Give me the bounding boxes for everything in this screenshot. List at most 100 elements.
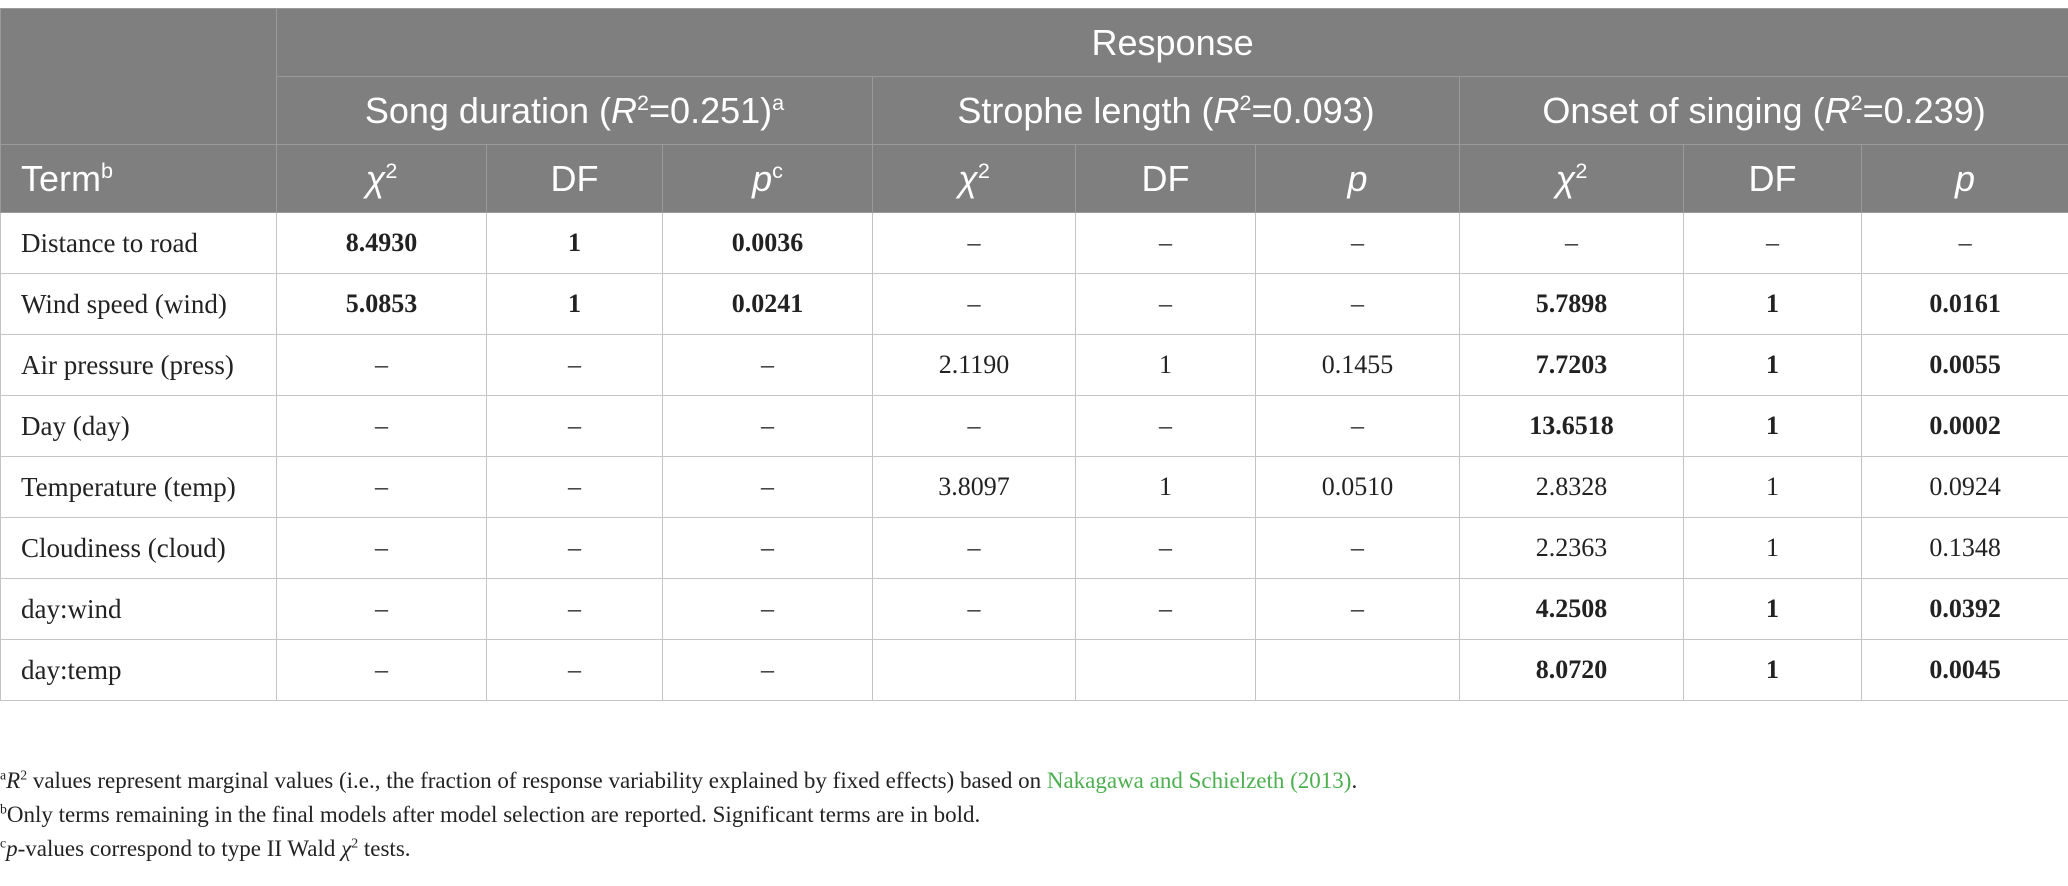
- value-cell: 1: [1683, 578, 1862, 640]
- value-cell: –: [662, 578, 873, 640]
- footnote-b: bOnly terms remaining in the final model…: [0, 801, 981, 827]
- value-cell: 5.7898: [1459, 273, 1684, 335]
- chi-square-header: χ2: [872, 144, 1076, 213]
- value-cell: 3.8097: [872, 456, 1076, 518]
- value-cell: –: [872, 273, 1076, 335]
- value-cell: –: [662, 517, 873, 579]
- header-row-columns: Termb χ2 DF pc χ2 DF p χ2 DF p: [0, 144, 2068, 213]
- reference-link[interactable]: Nakagawa and Schielzeth (2013): [1046, 768, 1352, 793]
- group-header-song-duration: Song duration (R2=0.251)a: [276, 76, 873, 145]
- term-cell: Air pressure (press): [0, 334, 277, 396]
- value-cell: 1: [1075, 334, 1256, 396]
- value-cell: –: [276, 639, 487, 701]
- value-cell: 5.0853: [276, 273, 487, 335]
- footnote-c: cp-values correspond to type II Wald χ2 …: [0, 835, 411, 861]
- value-cell: 8.4930: [276, 212, 487, 274]
- value-cell: –: [1683, 212, 1862, 274]
- value-cell: 0.0924: [1860, 456, 2068, 518]
- value-cell: 8.0720: [1459, 639, 1684, 701]
- value-cell: –: [1255, 273, 1460, 335]
- value-cell: [1075, 639, 1256, 701]
- value-cell: –: [486, 456, 663, 518]
- value-cell: 0.0161: [1860, 273, 2068, 335]
- value-cell: 2.1190: [872, 334, 1076, 396]
- value-cell: 13.6518: [1459, 395, 1684, 457]
- value-cell: 1: [486, 273, 663, 335]
- table-body: Distance to road 8.4930 1 0.0036– – – – – – Wind …: [0, 212, 2068, 701]
- value-cell: –: [486, 334, 663, 396]
- value-cell: –: [276, 578, 487, 640]
- footnote-a: aR2 values represent marginal values (i.…: [0, 767, 1358, 793]
- value-cell: –: [1075, 395, 1256, 457]
- footnotes: aR2 values represent marginal values (i.…: [0, 764, 1357, 866]
- p-value-header: p: [1860, 144, 2068, 213]
- value-cell: –: [1255, 578, 1460, 640]
- value-cell: –: [1860, 212, 2068, 274]
- value-cell: –: [1075, 212, 1256, 274]
- term-cell: day:wind: [0, 578, 277, 640]
- value-cell: 0.0510: [1255, 456, 1460, 518]
- footnote-mark: a: [772, 89, 785, 115]
- value-cell: 2.8328: [1459, 456, 1684, 518]
- response-header: Response: [275, 8, 2068, 77]
- value-cell: 1: [486, 212, 663, 274]
- value-cell: 1: [1683, 334, 1862, 396]
- value-cell: –: [662, 334, 873, 396]
- results-table: Response Song duration (R2=0.251)a Strop…: [0, 8, 2068, 701]
- table-row: Distance to road 8.4930 1 0.0036– – – – – –: [0, 212, 2068, 274]
- value-cell: 1: [1683, 273, 1862, 335]
- group-header-strophe-length: Strophe length (R2=0.093): [872, 76, 1460, 145]
- value-cell: 0.1455: [1255, 334, 1460, 396]
- term-cell: Day (day): [0, 395, 277, 457]
- chi-square-header: χ2: [1459, 144, 1684, 213]
- value-cell: 0.0241: [662, 273, 873, 335]
- value-cell: 1: [1075, 456, 1256, 518]
- table-row: Wind speed (wind) 5.0853 1 0.0241– – –5.7898 1…: [0, 273, 2068, 335]
- value-cell: –: [1255, 395, 1460, 457]
- p-value-header: p: [1255, 144, 1460, 213]
- value-cell: –: [276, 456, 487, 518]
- value-cell: [1255, 639, 1460, 701]
- group-header-onset-of-singing: Onset of singing (R2=0.239): [1458, 76, 2068, 145]
- term-cell: day:temp: [0, 639, 277, 701]
- table-row: day:temp – – –8.0720 1 0.0045: [0, 639, 2068, 701]
- header-row-groups: Song duration (R2=0.251)a Strophe length…: [1, 76, 2068, 145]
- value-cell: –: [1075, 578, 1256, 640]
- chi-square-header: χ2: [276, 144, 487, 213]
- header-empty-cell: [0, 8, 277, 145]
- term-column-header: Termb: [0, 144, 277, 213]
- value-cell: –: [276, 395, 487, 457]
- value-cell: 0.0045: [1860, 639, 2068, 701]
- value-cell: –: [872, 212, 1076, 274]
- value-cell: 0.1348: [1860, 517, 2068, 579]
- table-row: day:wind – – – – – –4.2508 1 0.0392: [0, 578, 2068, 640]
- value-cell: –: [276, 517, 487, 579]
- value-cell: –: [662, 639, 873, 701]
- value-cell: 1: [1683, 517, 1862, 579]
- value-cell: 1: [1683, 456, 1862, 518]
- value-cell: 1: [1683, 395, 1862, 457]
- term-cell: Distance to road: [0, 212, 277, 274]
- value-cell: –: [872, 517, 1076, 579]
- value-cell: 7.7203: [1459, 334, 1684, 396]
- table-row: Cloudiness (cloud) – – – – – –2.2363 1 0.1348: [0, 517, 2068, 579]
- value-cell: –: [486, 639, 663, 701]
- value-cell: –: [1075, 273, 1256, 335]
- value-cell: –: [486, 395, 663, 457]
- value-cell: –: [486, 517, 663, 579]
- term-cell: Cloudiness (cloud): [0, 517, 277, 579]
- df-header: DF: [486, 144, 663, 213]
- p-value-header: pc: [662, 144, 873, 213]
- value-cell: 2.2363: [1459, 517, 1684, 579]
- value-cell: 4.2508: [1459, 578, 1684, 640]
- value-cell: –: [1459, 212, 1684, 274]
- value-cell: –: [872, 395, 1076, 457]
- value-cell: 0.0002: [1860, 395, 2068, 457]
- df-header: DF: [1075, 144, 1256, 213]
- header-row-response: Response: [0, 8, 2068, 145]
- df-header: DF: [1683, 144, 1862, 213]
- value-cell: –: [662, 456, 873, 518]
- value-cell: –: [486, 578, 663, 640]
- value-cell: –: [1075, 517, 1256, 579]
- value-cell: [872, 639, 1076, 701]
